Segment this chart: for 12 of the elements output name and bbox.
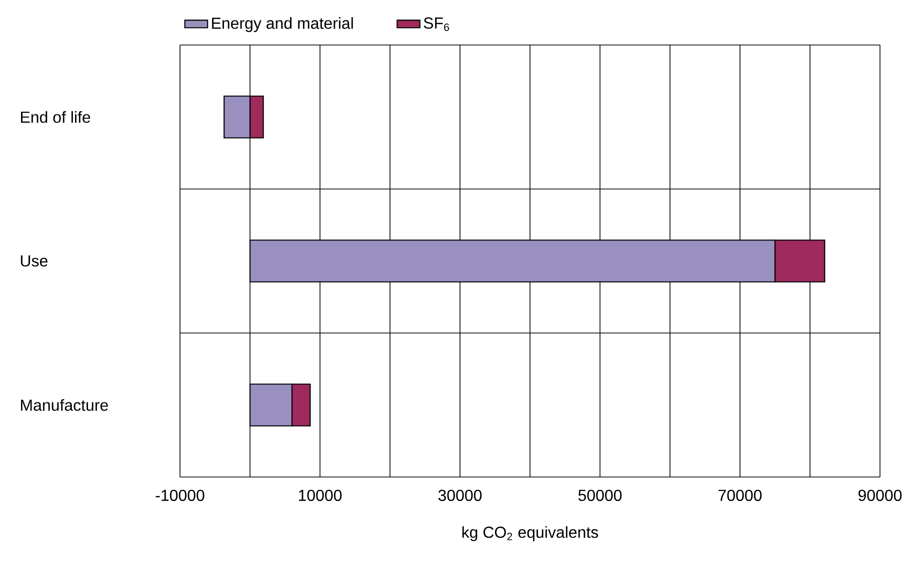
x-tick-label: 50000 xyxy=(578,490,622,502)
x-tick-label: 90000 xyxy=(858,490,902,502)
x-tick-label: 10000 xyxy=(298,490,342,502)
y-tick-label: Use xyxy=(20,255,48,267)
legend-label: SF$_{6}$ xyxy=(424,17,450,32)
x-tick-label: -10000 xyxy=(156,490,204,502)
y-tick-label: Manufacture xyxy=(21,399,108,411)
legend-label: Energy and material xyxy=(212,17,353,32)
x-tick-label: 70000 xyxy=(718,490,762,502)
x-axis-title: kg CO$_{2}$ equivalents xyxy=(462,526,598,542)
x-tick-label: 30000 xyxy=(438,490,482,502)
y-tick-label: End of life xyxy=(21,111,90,123)
